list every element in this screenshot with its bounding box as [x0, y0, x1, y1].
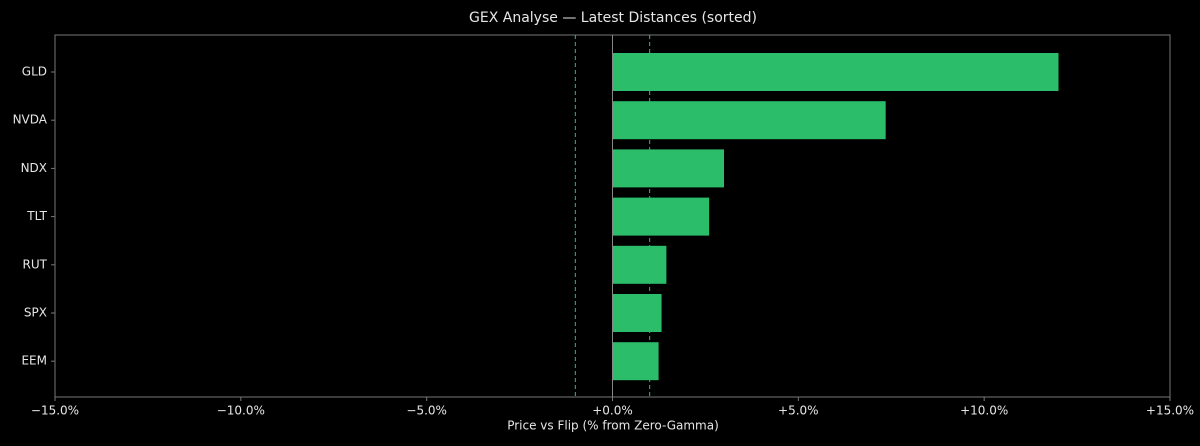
- x-tick-label: −5.0%: [406, 404, 447, 418]
- bar: [612, 149, 724, 188]
- x-tick-label: +0.0%: [592, 404, 633, 418]
- y-tick-label: RUT: [23, 257, 48, 271]
- bar: [612, 197, 710, 236]
- bar: [612, 53, 1059, 91]
- x-tick-label: +10.0%: [960, 404, 1008, 418]
- bar: [612, 294, 662, 332]
- y-tick-label: SPX: [24, 306, 47, 320]
- y-tick-label: GLD: [22, 65, 47, 79]
- chart-title: GEX Analyse — Latest Distances (sorted): [469, 10, 757, 26]
- x-tick-label: +15.0%: [1146, 404, 1194, 418]
- x-tick-label: +5.0%: [778, 404, 819, 418]
- bar: [612, 101, 886, 140]
- y-tick-label: NVDA: [13, 113, 48, 127]
- x-tick-label: −15.0%: [31, 404, 79, 418]
- y-tick-label: TLT: [26, 209, 47, 223]
- bar: [612, 342, 659, 381]
- y-tick-label: EEM: [21, 354, 47, 368]
- y-tick-label: NDX: [21, 161, 47, 175]
- x-axis-label: Price vs Flip (% from Zero-Gamma): [507, 419, 719, 433]
- x-tick-label: −10.0%: [217, 404, 265, 418]
- bar: [612, 245, 667, 284]
